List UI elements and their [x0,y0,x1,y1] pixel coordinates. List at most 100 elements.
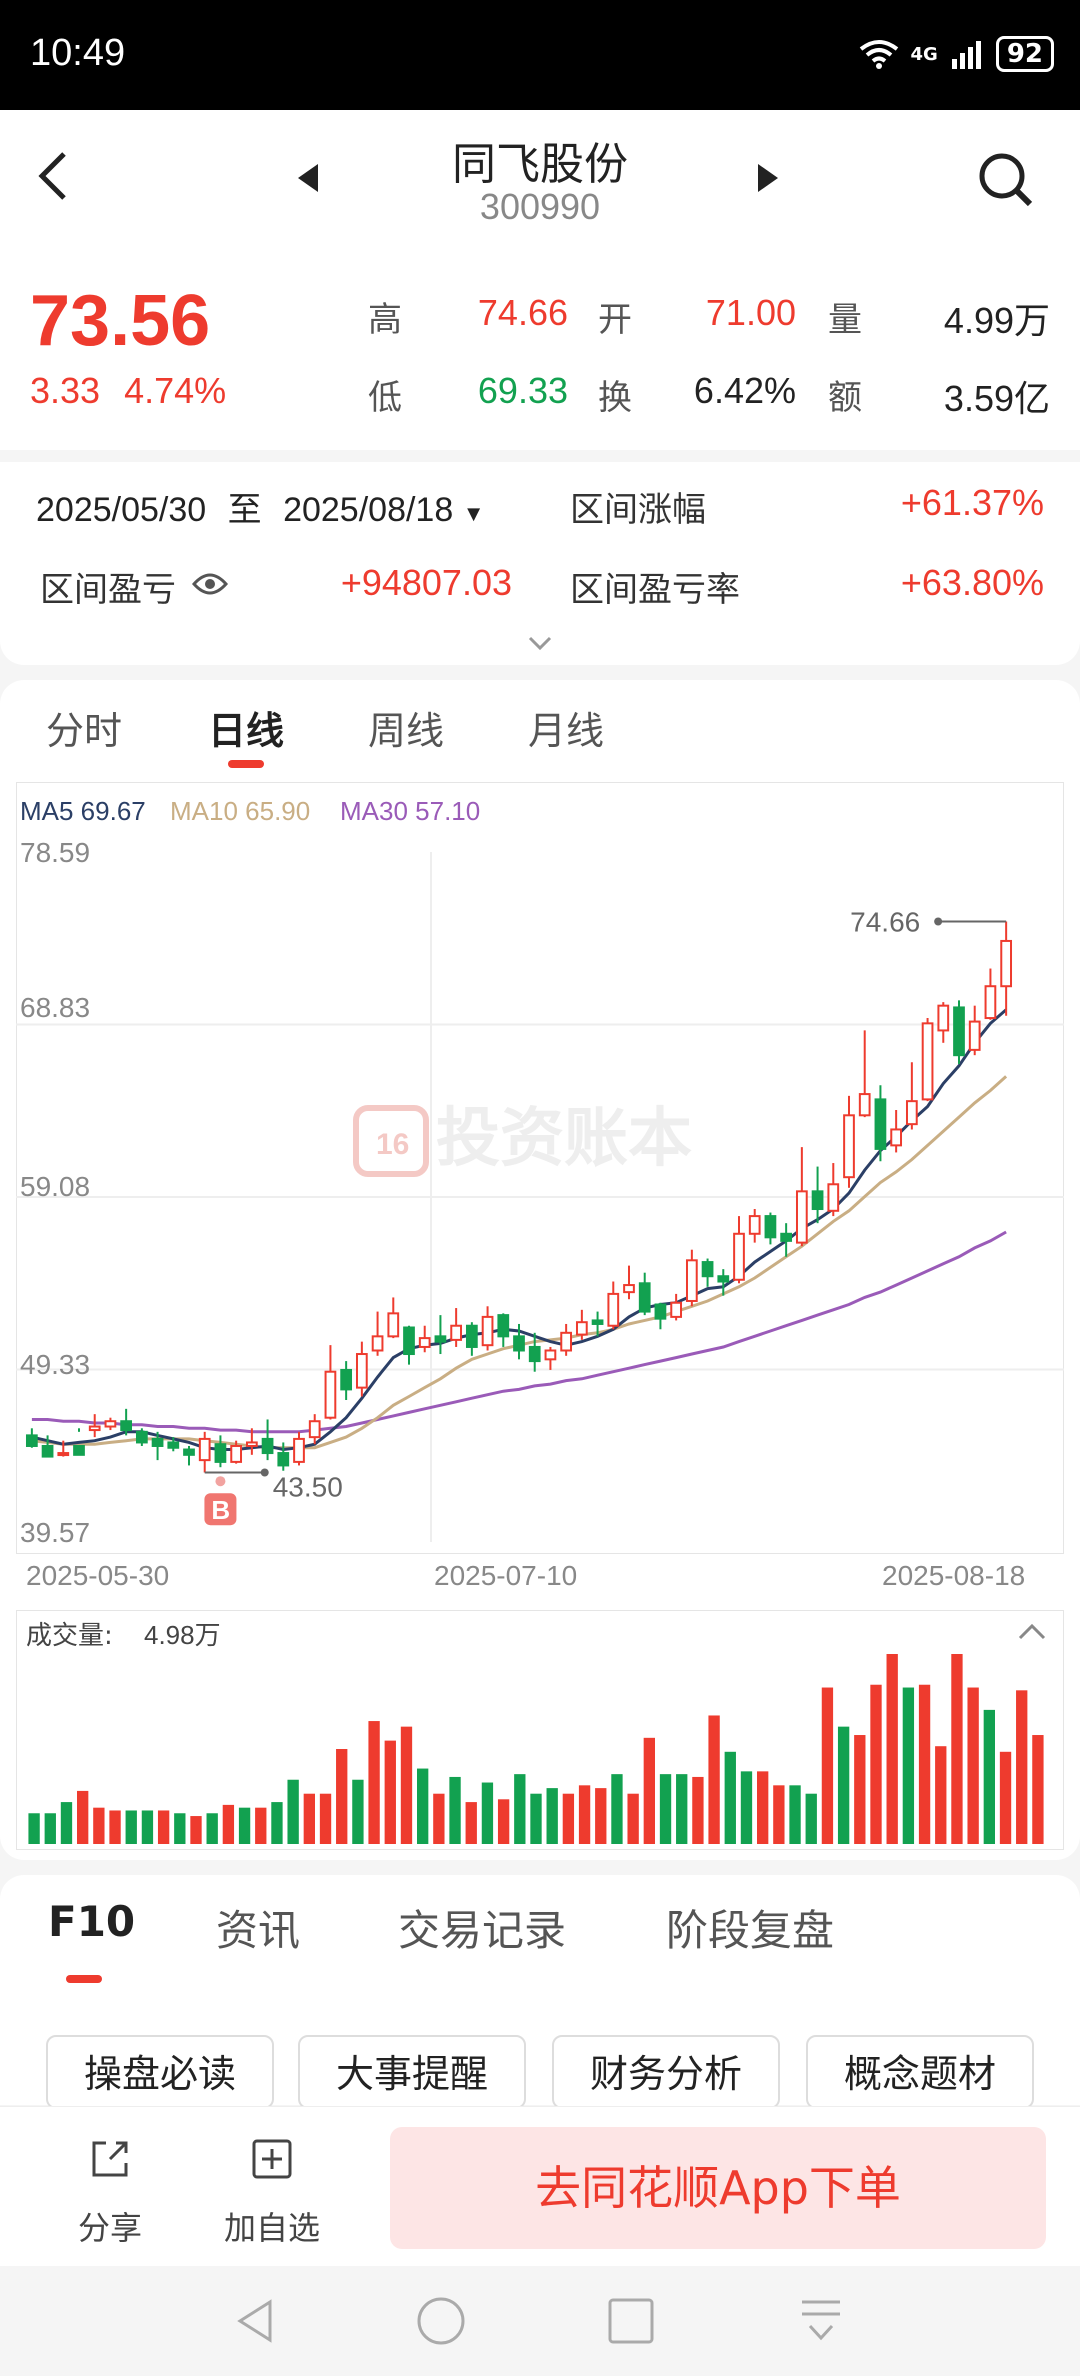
range-to: 至 [227,491,262,529]
amount-value: 3.59亿 [943,378,1050,419]
candle [73,1444,85,1456]
eye-icon[interactable] [192,570,228,598]
date-range-selector[interactable]: 2025/05/30 至 2025/08/18 ▼ [36,482,484,531]
y-axis-ticks: 78.59 68.83 59.08 49.33 39.57 [20,837,90,1548]
high-label: 高 [368,300,402,340]
candle [230,1444,243,1463]
next-stock-icon[interactable] [756,162,782,194]
volume-bar [303,1793,315,1844]
low-value: 69.33 [477,370,568,411]
volume-bar [951,1654,963,1844]
candle [340,1368,353,1391]
chip-must-read[interactable]: 操盘必读 [46,2035,274,2109]
candle [685,1259,698,1302]
expand-chevron-icon[interactable] [526,634,554,652]
buy-marker [204,1493,237,1526]
candle [104,1420,117,1428]
active-tab-indicator [228,760,264,768]
volume-bar [481,1782,494,1844]
volume-bar [125,1810,137,1844]
ma-legend: MA5 69.67 MA10 65.90 MA30 57.10 [20,796,480,826]
volume-bar [789,1785,801,1844]
candle [890,1128,903,1147]
volume-bar [255,1807,267,1844]
volume-bar [1032,1735,1044,1844]
tab-f10[interactable]: F10 [48,1897,136,1946]
volume-bar [222,1804,235,1844]
tab-daily[interactable]: 日线 [208,709,285,753]
y-tick: 59.08 [20,1171,90,1202]
candle [575,1321,588,1336]
ma10-legend: MA10 65.90 [170,796,310,826]
buy-marker-label: B [211,1495,230,1525]
y-tick: 49.33 [20,1349,90,1380]
candle [528,1345,541,1363]
kline-chart[interactable]: MA5 69.67 MA10 65.90 MA30 57.10 16 投资账本 … [16,782,1064,1554]
volume-bar [611,1774,623,1844]
candle [308,1420,321,1439]
range-change-label: 区间涨幅 [570,490,706,530]
candle [717,1275,730,1283]
candle [780,1232,793,1242]
candle [607,1292,620,1327]
watermark-text: 投资账本 [436,1102,692,1176]
volume-bar [384,1740,396,1844]
volume-bar [999,1751,1012,1844]
x-tick: 2025-07-10 [434,1560,578,1591]
volume-bar [238,1807,251,1844]
prev-stock-icon[interactable] [294,162,320,194]
candle [591,1319,604,1325]
max-price-label: 74.66 [850,906,920,937]
volume-bar [60,1802,73,1844]
amount-label: 额 [828,378,862,418]
chip-events[interactable]: 大事提醒 [298,2035,526,2109]
nav-recents-icon[interactable] [606,2296,656,2346]
ma30-line [31,1230,1007,1434]
volume-bar [352,1779,364,1844]
volume-bar [918,1684,931,1844]
volume-bar [805,1793,817,1844]
nav-menu-icon[interactable] [796,2296,846,2346]
search-icon[interactable] [976,150,1036,210]
y-tick: 78.59 [20,837,90,868]
chip-financials[interactable]: 财务分析 [552,2035,780,2109]
pnl-value: +94807.03 [340,562,512,603]
volume-bar [271,1802,283,1844]
stock-name: 同飞股份 [452,139,628,190]
nav-home-icon[interactable] [416,2296,466,2346]
volume-bar [28,1813,40,1844]
chip-concepts[interactable]: 概念题材 [806,2035,1034,2109]
volume-label: 量 [828,300,862,340]
candle [450,1324,463,1341]
add-watchlist-button[interactable]: 加自选 [212,2137,332,2249]
volume-bar [773,1785,785,1844]
order-button[interactable]: 去同花顺App下单 [390,2127,1046,2249]
volume-bar [546,1788,558,1844]
tab-intraday[interactable]: 分时 [46,709,123,753]
candle [953,1006,965,1057]
volume-bar [676,1774,688,1844]
share-button[interactable]: 分享 [50,2137,170,2249]
volume-bar [514,1774,526,1844]
tab-news[interactable]: 资讯 [216,1906,301,1955]
candle [418,1337,431,1348]
action-bar: 分享 加自选 去同花顺App下单 [0,2106,1080,2266]
volume-bar [627,1793,639,1844]
candle [513,1335,525,1352]
back-arrow-icon[interactable] [34,146,74,206]
tab-weekly[interactable]: 周线 [368,709,445,753]
period-summary: 2025/05/30 至 2025/08/18 ▼ 区间涨幅 +61.37% 区… [0,450,1080,665]
candle [701,1261,714,1278]
tab-monthly[interactable]: 月线 [528,709,605,753]
pnl-label: 区间盈亏 [40,570,176,610]
candle [623,1284,635,1294]
volume-chart[interactable]: 成交量: 4.98万 [16,1610,1064,1850]
tab-review[interactable]: 阶段复盘 [666,1906,835,1955]
nav-back-icon[interactable] [230,2296,280,2346]
info-section: F10 资讯 交易记录 阶段复盘 操盘必读 大事提醒 财务分析 概念题材 [0,1875,1080,2109]
volume-bar [530,1793,542,1844]
candle [371,1335,384,1352]
tab-trade-records[interactable]: 交易记录 [398,1906,567,1955]
volume-bar [206,1813,218,1844]
min-price-dot [260,1468,269,1477]
